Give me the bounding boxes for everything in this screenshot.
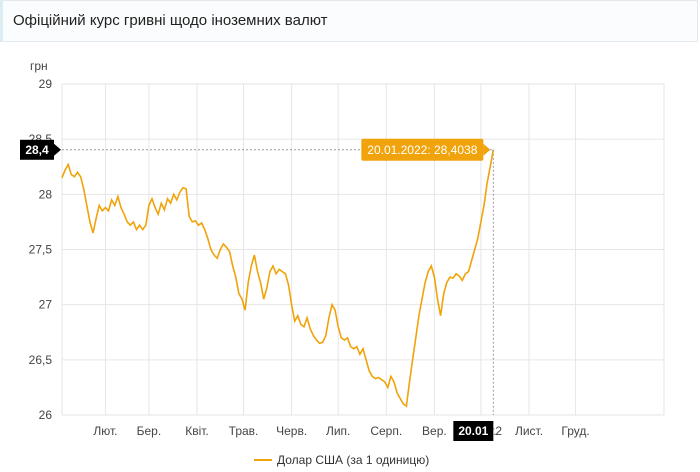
- x-tick-label: Черв.: [276, 424, 307, 438]
- x-value-marker-label: 20.01: [458, 424, 488, 438]
- x-end-label-tail: 2: [495, 424, 502, 438]
- y-tick-label: 29: [39, 77, 53, 91]
- grid-layer: [61, 83, 665, 416]
- x-tick-label: Трав.: [229, 424, 259, 438]
- x-tick-label: Груд.: [561, 424, 589, 438]
- legend[interactable]: Долар США (за 1 одиницю): [254, 453, 429, 467]
- legend-label: Долар США (за 1 одиницю): [277, 453, 429, 467]
- x-tick-label: Лют.: [93, 424, 117, 438]
- y-value-marker-label: 28,4: [25, 143, 49, 157]
- x-tick-label: Квіт.: [185, 424, 209, 438]
- chart-header: Офіційний курс гривні щодо іноземних вал…: [0, 0, 698, 42]
- series-line-usd: [61, 149, 495, 408]
- y-tick-label: 26: [39, 408, 53, 422]
- x-tick-label: Лист.: [515, 424, 543, 438]
- y-tick-label: 28: [39, 187, 53, 201]
- y-tick-label: 27,5: [29, 243, 53, 257]
- y-value-marker-pointer: [54, 143, 61, 156]
- y-value-marker-box: [20, 139, 54, 160]
- y-axis-unit-label: грн: [30, 59, 48, 73]
- tooltip-pointer: [483, 143, 491, 156]
- x-tick-label: Вер.: [422, 424, 447, 438]
- x-tick-label: Серп.: [370, 424, 402, 438]
- marker-layer: 28,4 20.01.2022: 28,4038 20.01 2: [20, 138, 502, 441]
- x-tick-label: Бер.: [137, 424, 162, 438]
- x-tick-label: Лип.: [326, 424, 350, 438]
- y-tick-label: 26,5: [29, 353, 53, 367]
- y-tick-label: 27: [39, 298, 53, 312]
- tooltip-text: 20.01.2022: 28,4038: [367, 143, 477, 157]
- x-value-marker-box: [453, 421, 494, 441]
- tooltip-box: [361, 138, 484, 161]
- chart-title: Офіційний курс гривні щодо іноземних вал…: [13, 12, 328, 29]
